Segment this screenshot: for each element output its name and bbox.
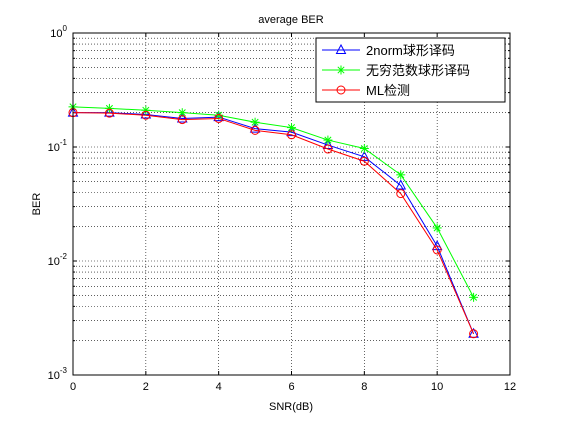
circle-marker	[250, 125, 260, 135]
asterisk-stroke	[287, 124, 296, 132]
legend-entry-2: 无穷范数球形译码	[322, 63, 470, 78]
asterisk-marker	[359, 144, 369, 154]
circle-marker	[336, 85, 346, 95]
series-line	[73, 112, 475, 334]
circle-marker	[287, 130, 296, 140]
circle-marker	[359, 156, 369, 166]
asterisk-stroke	[433, 224, 441, 232]
triangle-marker	[104, 106, 115, 117]
asterisk-marker	[336, 65, 346, 75]
asterisk-stroke	[178, 109, 186, 117]
circle-marker	[177, 115, 187, 125]
triangle-marker	[359, 150, 370, 161]
legend-entry-3: ML检测	[322, 83, 410, 98]
asterisk-stroke	[397, 171, 405, 179]
asterisk-marker	[469, 292, 479, 302]
asterisk-marker	[432, 223, 442, 233]
asterisk-stroke	[360, 144, 368, 153]
asterisk-marker	[396, 170, 406, 180]
triangle-marker	[213, 111, 224, 122]
triangle-marker	[176, 112, 188, 123]
circle-marker	[323, 144, 333, 154]
series-layer	[67, 102, 479, 339]
circle-marker	[104, 108, 114, 118]
legend-entry-1: 2norm球形译码	[322, 43, 455, 58]
circle-marker	[432, 245, 442, 255]
triangle-marker	[395, 179, 407, 190]
series-line	[72, 106, 475, 298]
asterisk-stroke	[337, 66, 345, 74]
y-tick-label: 10-3	[48, 366, 68, 382]
x-tick-label: 10	[431, 381, 443, 393]
asterisk-stroke	[142, 106, 150, 114]
circle-marker	[214, 113, 224, 123]
asterisk-stroke	[251, 118, 259, 126]
circle-marker	[396, 189, 406, 199]
chart-title: average BER	[258, 14, 323, 26]
x-tick-label: 0	[70, 381, 76, 393]
x-tick-label: 2	[143, 381, 149, 393]
y-axis-label: BER	[31, 193, 43, 216]
triangle-marker	[140, 108, 152, 119]
asterisk-stroke	[105, 104, 113, 112]
asterisk-stroke	[470, 293, 478, 301]
legend-label: 无穷范数球形译码	[366, 63, 470, 78]
circle-marker	[141, 110, 151, 120]
asterisk-marker	[323, 135, 333, 145]
y-tick-label: 100	[50, 24, 67, 40]
x-tick-label: 4	[216, 381, 222, 393]
triangle-marker	[335, 43, 347, 54]
asterisk-marker	[104, 103, 114, 113]
circle-marker	[469, 329, 479, 339]
asterisk-stroke	[215, 111, 223, 119]
legend-label: ML检测	[366, 83, 410, 98]
series-line	[72, 112, 475, 334]
asterisk-marker	[141, 105, 151, 115]
x-axis-label: SNR(dB)	[269, 401, 313, 413]
asterisk-marker	[250, 117, 260, 127]
asterisk-stroke	[324, 136, 332, 144]
legend-label: 2norm球形译码	[366, 43, 455, 58]
y-tick-label: 10-1	[48, 138, 68, 154]
x-tick-label: 6	[288, 381, 294, 393]
plot-frame	[72, 32, 511, 376]
x-tick-label: 12	[504, 381, 516, 393]
triangle-marker	[249, 122, 261, 133]
y-tick-label: 10-2	[48, 252, 68, 268]
x-tick-label: 8	[361, 381, 367, 393]
